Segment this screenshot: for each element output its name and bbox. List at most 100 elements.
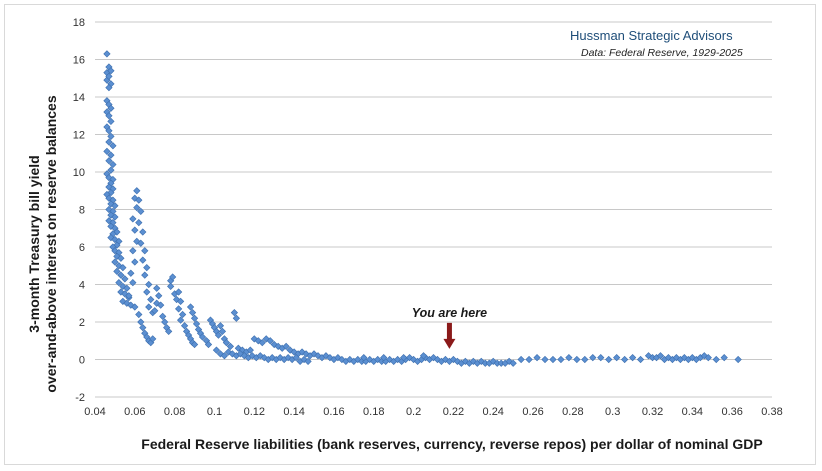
x-tick-label: 0.06: [124, 406, 145, 418]
data-point: [734, 355, 742, 364]
data-point: [113, 267, 121, 275]
data-point: [198, 333, 207, 341]
you-are-here-annotation: You are here: [412, 306, 487, 349]
chart-frame: [4, 4, 816, 465]
y-tick-label: 16: [73, 55, 85, 67]
data-point: [380, 354, 388, 362]
x-tick-label: 0.28: [562, 406, 583, 418]
data-point: [131, 258, 139, 266]
data-point: [597, 354, 605, 362]
x-tick-label: 0.26: [522, 406, 543, 418]
x-tick-label: 0.22: [443, 406, 464, 418]
data-point: [113, 241, 121, 249]
data-point: [509, 359, 517, 367]
data-point: [581, 355, 589, 364]
y-tick-label: -2: [75, 392, 85, 404]
x-tick-label: 0.38: [761, 406, 782, 418]
data-point: [107, 234, 115, 242]
y-tick-label: 14: [73, 92, 85, 104]
data-point: [664, 354, 673, 362]
data-point: [589, 354, 597, 362]
data-point: [165, 327, 173, 335]
data-point: [107, 67, 115, 75]
data-point: [117, 271, 125, 279]
x-tick-label: 0.2: [406, 406, 421, 418]
data-point: [228, 350, 237, 358]
data-point: [178, 310, 187, 319]
data-point: [105, 138, 113, 146]
data-point: [125, 292, 133, 300]
data-point: [159, 312, 167, 320]
data-point: [549, 355, 557, 364]
data-point: [153, 284, 161, 292]
x-tick-label: 0.08: [164, 406, 185, 418]
data-point: [135, 219, 143, 227]
data-point: [105, 174, 113, 182]
data-point: [105, 217, 113, 225]
data-point: [628, 354, 637, 362]
x-tick-label: 0.24: [483, 406, 504, 418]
annotation-arrow-icon: [443, 322, 456, 349]
data-point: [105, 72, 113, 80]
x-tick-label: 0.16: [323, 406, 344, 418]
data-point: [246, 346, 254, 354]
data-point: [525, 355, 533, 364]
data-point: [107, 211, 115, 219]
data-point: [292, 354, 300, 362]
data-point: [169, 273, 177, 281]
data-point: [137, 207, 145, 215]
y-tick-label: 2: [79, 317, 85, 329]
data-point: [175, 305, 183, 313]
data-point: [107, 104, 115, 112]
data-point: [119, 264, 127, 272]
y-tick-label: 10: [73, 167, 85, 179]
data-point: [557, 355, 565, 364]
data-point: [161, 318, 169, 326]
data-point: [704, 354, 712, 362]
y-tick-label: 6: [79, 242, 85, 254]
data-point: [720, 354, 728, 362]
x-tick-label: 0.12: [244, 406, 265, 418]
data-point: [107, 117, 115, 125]
data-point: [212, 346, 221, 354]
data-point: [111, 213, 119, 221]
data-point: [105, 205, 113, 214]
data-point: [151, 307, 159, 315]
y-tick-labels: -2 0 2 4 6 8 10 12 14 16 18: [73, 17, 85, 404]
data-point: [133, 187, 141, 195]
data-point: [190, 314, 199, 322]
data-point: [107, 189, 115, 197]
x-tick-label: 0.14: [283, 406, 304, 418]
data-point: [105, 127, 113, 135]
data-point: [107, 151, 115, 159]
data-point: [139, 228, 147, 236]
data-point: [137, 318, 145, 326]
data-point: [175, 288, 183, 296]
data-point: [167, 282, 175, 290]
data-point: [226, 342, 235, 350]
data-point: [135, 196, 143, 204]
data-point: [115, 279, 123, 287]
x-tick-label: 0.18: [363, 406, 384, 418]
x-tick-label: 0.1: [207, 406, 222, 418]
data-point: [282, 342, 290, 350]
x-tick-label: 0.36: [721, 406, 742, 418]
data-point: [419, 352, 428, 360]
data-point: [129, 279, 137, 287]
data-point: [700, 352, 708, 360]
data-point: [605, 355, 613, 364]
data-point: [400, 354, 408, 362]
y-tick-label: 18: [73, 17, 85, 29]
data-point: [105, 112, 113, 120]
y-tick-label: 12: [73, 130, 85, 142]
data-point: [113, 228, 121, 236]
data-point: [517, 355, 525, 364]
data-point: [105, 84, 113, 92]
data-point: [107, 222, 115, 230]
x-tick-label: 0.3: [605, 406, 620, 418]
data-point: [186, 303, 195, 311]
source-subtitle: Data: Federal Reserve, 1929-2025: [581, 47, 743, 59]
y-tick-label: 0: [79, 355, 85, 367]
source-title: Hussman Strategic Advisors: [570, 28, 733, 43]
